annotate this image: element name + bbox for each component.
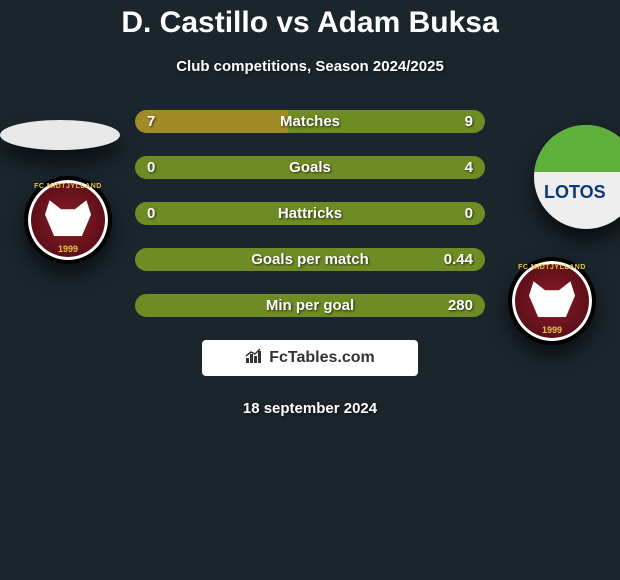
subtitle: Club competitions, Season 2024/2025 bbox=[0, 58, 620, 75]
club-badge-text: FC MIDTJYLLAND bbox=[28, 183, 108, 190]
stat-value-right: 280 bbox=[448, 297, 473, 314]
stat-row: 280 Min per goal bbox=[135, 294, 485, 317]
stat-row: 7 9 Matches bbox=[135, 110, 485, 133]
stat-label: Matches bbox=[280, 113, 340, 130]
player-right-club-badge: FC MIDTJYLLAND 1999 bbox=[502, 257, 602, 347]
stat-row: 0 4 Goals bbox=[135, 156, 485, 179]
chart-icon bbox=[245, 348, 265, 369]
stat-value-left: 7 bbox=[147, 113, 155, 130]
stat-row: 0 0 Hattricks bbox=[135, 202, 485, 225]
stat-label: Hattricks bbox=[278, 205, 342, 222]
stats-container: 7 9 Matches 0 4 Goals 0 0 Hattricks 0.44 Goals per… bbox=[135, 110, 485, 317]
stat-value-right: 0 bbox=[465, 205, 473, 222]
stat-label: Goals bbox=[289, 159, 331, 176]
club-badge-year: 1999 bbox=[512, 325, 592, 335]
stat-row: 0.44 Goals per match bbox=[135, 248, 485, 271]
stat-value-left: 0 bbox=[147, 159, 155, 176]
stat-value-right: 0.44 bbox=[444, 251, 473, 268]
player-right-avatar bbox=[534, 125, 620, 229]
club-badge-text: FC MIDTJYLLAND bbox=[512, 264, 592, 271]
date: 18 september 2024 bbox=[0, 400, 620, 417]
stat-label: Goals per match bbox=[251, 251, 369, 268]
footer-brand-text: FcTables.com bbox=[269, 349, 375, 367]
player-left-club-badge: FC MIDTJYLLAND 1999 bbox=[18, 176, 118, 266]
stat-value-right: 9 bbox=[465, 113, 473, 130]
club-badge-year: 1999 bbox=[28, 244, 108, 254]
stat-bar-left bbox=[135, 110, 288, 133]
footer-brand: FcTables.com bbox=[202, 340, 418, 376]
page-title: D. Castillo vs Adam Buksa bbox=[0, 0, 620, 40]
stat-label: Min per goal bbox=[266, 297, 354, 314]
stat-value-left: 0 bbox=[147, 205, 155, 222]
stat-value-right: 4 bbox=[465, 159, 473, 176]
player-left-avatar bbox=[0, 120, 120, 150]
